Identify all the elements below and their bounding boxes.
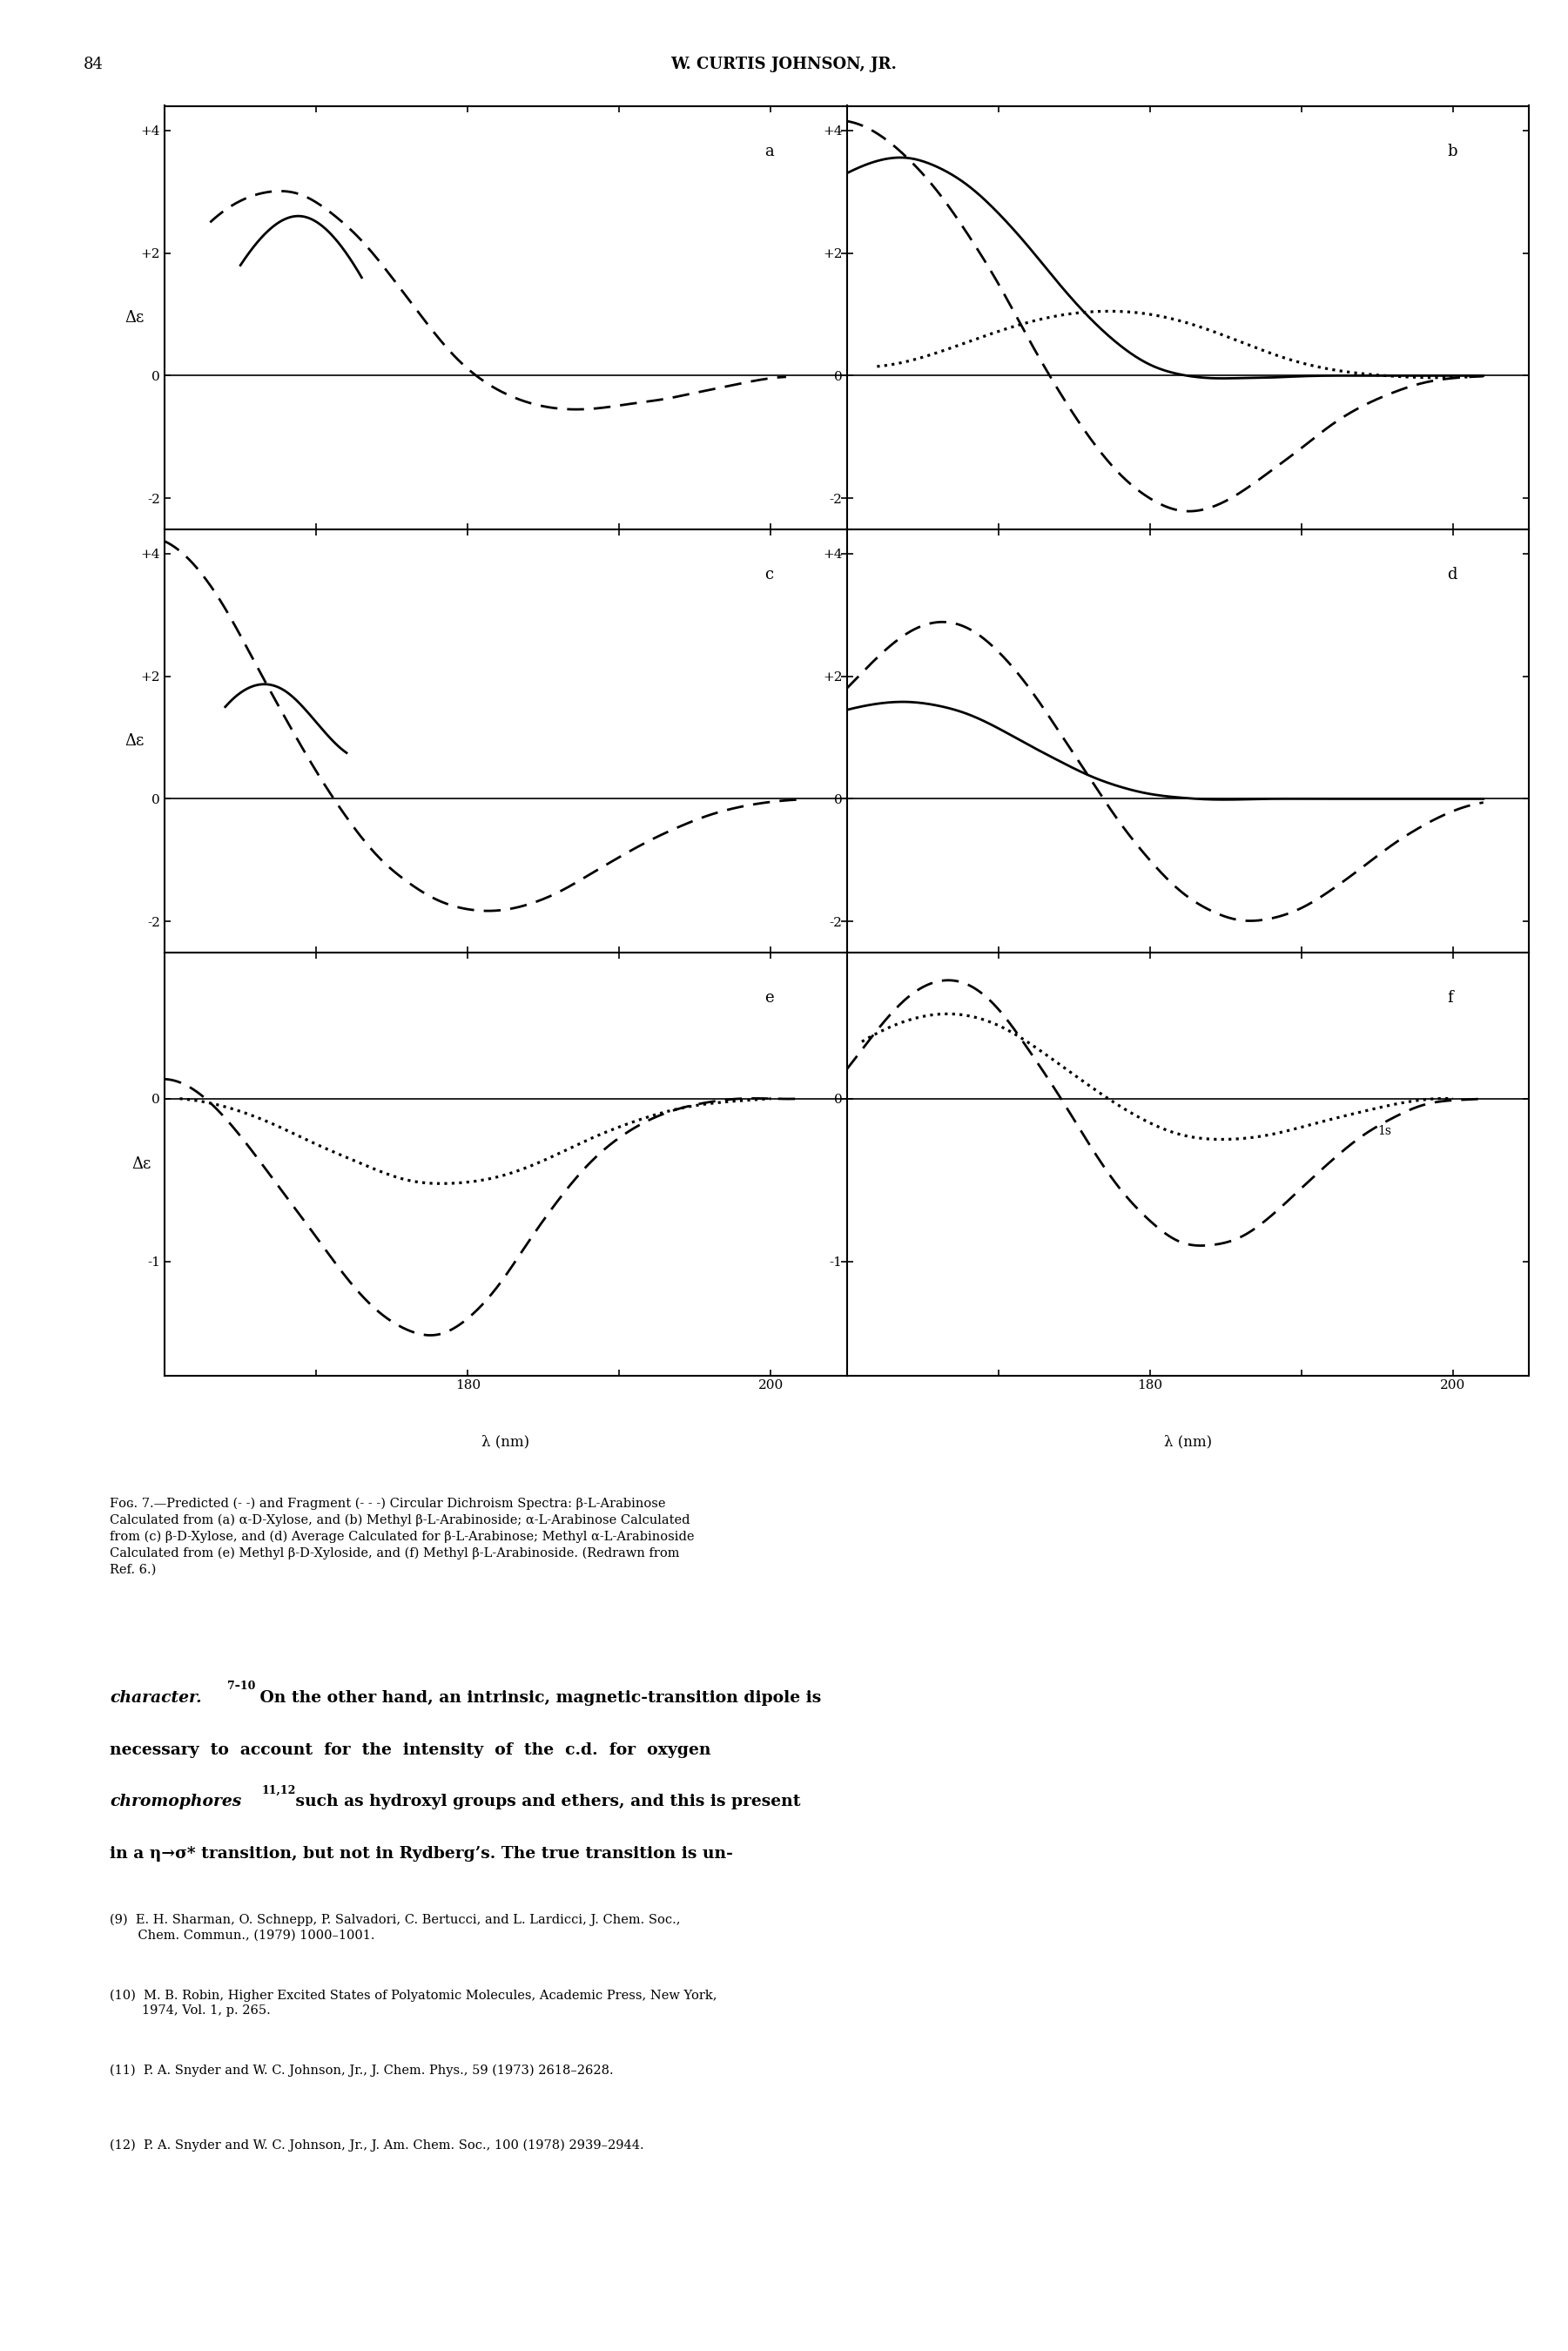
Text: chromophores: chromophores <box>110 1794 241 1810</box>
Text: 11,12: 11,12 <box>262 1784 296 1796</box>
Text: W. CURTIS JOHNSON, JR.: W. CURTIS JOHNSON, JR. <box>671 56 897 73</box>
Text: d: d <box>1447 567 1457 583</box>
Text: (10)  M. B. Robin, Higher Excited States of Polyatomic Molecules, Academic Press: (10) M. B. Robin, Higher Excited States … <box>110 1989 717 2017</box>
Text: Fᴏɢ. 7.—Predicted (- -) and Fragment (- - -) Circular Dichroism Spectra: β-L-Ara: Fᴏɢ. 7.—Predicted (- -) and Fragment (- … <box>110 1498 695 1575</box>
Text: e: e <box>765 990 775 1006</box>
Y-axis label: Δε: Δε <box>125 310 144 324</box>
Text: (12)  P. A. Snyder and W. C. Johnson, Jr., J. Am. Chem. Soc., 100 (1978) 2939–29: (12) P. A. Snyder and W. C. Johnson, Jr.… <box>110 2139 644 2151</box>
Y-axis label: Δε: Δε <box>132 1157 151 1171</box>
Text: λ (nm): λ (nm) <box>1163 1434 1212 1448</box>
Y-axis label: Δε: Δε <box>125 734 144 748</box>
Text: λ (nm): λ (nm) <box>481 1434 530 1448</box>
Text: (9)  E. H. Sharman, O. Schnepp, P. Salvadori, C. Bertucci, and L. Lardicci, J. C: (9) E. H. Sharman, O. Schnepp, P. Salvad… <box>110 1914 681 1942</box>
Text: f: f <box>1447 990 1452 1006</box>
Text: 84: 84 <box>83 56 103 73</box>
Text: in a η→σ* transition, but not in Rydberg’s. The true transition is un-: in a η→σ* transition, but not in Rydberg… <box>110 1846 732 1862</box>
Text: On the other hand, an intrinsic, magnetic-transition dipole is: On the other hand, an intrinsic, magneti… <box>254 1690 822 1707</box>
Text: c: c <box>765 567 773 583</box>
Text: (11)  P. A. Snyder and W. C. Johnson, Jr., J. Chem. Phys., 59 (1973) 2618–2628.: (11) P. A. Snyder and W. C. Johnson, Jr.… <box>110 2064 613 2076</box>
Text: a: a <box>765 143 775 160</box>
Text: 1s: 1s <box>1377 1124 1391 1138</box>
Text: 7–10: 7–10 <box>227 1681 256 1693</box>
Text: such as hydroxyl groups and ethers, and this is present: such as hydroxyl groups and ethers, and … <box>290 1794 801 1810</box>
Text: character.: character. <box>110 1690 202 1707</box>
Text: necessary  to  account  for  the  intensity  of  the  c.d.  for  oxygen: necessary to account for the intensity o… <box>110 1742 710 1759</box>
Text: b: b <box>1447 143 1457 160</box>
